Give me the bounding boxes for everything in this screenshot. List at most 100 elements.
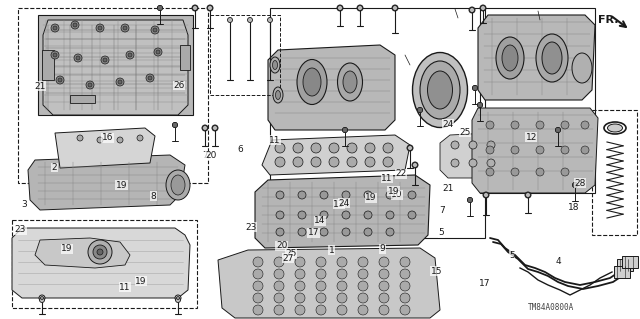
Text: 11: 11 xyxy=(119,283,131,292)
Circle shape xyxy=(358,257,368,267)
Polygon shape xyxy=(28,155,185,210)
Circle shape xyxy=(527,194,529,197)
Circle shape xyxy=(342,128,348,132)
Text: 22: 22 xyxy=(396,169,407,178)
Circle shape xyxy=(329,157,339,167)
Bar xyxy=(592,110,637,235)
Text: 24: 24 xyxy=(442,120,454,129)
Circle shape xyxy=(316,305,326,315)
Circle shape xyxy=(407,145,413,151)
Circle shape xyxy=(157,5,163,11)
Circle shape xyxy=(417,108,422,113)
Circle shape xyxy=(487,159,495,167)
Circle shape xyxy=(329,143,339,153)
Circle shape xyxy=(316,257,326,267)
Circle shape xyxy=(154,48,162,56)
Ellipse shape xyxy=(572,53,592,83)
Circle shape xyxy=(298,228,306,236)
Text: 17: 17 xyxy=(308,228,319,237)
Circle shape xyxy=(311,143,321,153)
Circle shape xyxy=(392,5,397,11)
Circle shape xyxy=(347,143,357,153)
Ellipse shape xyxy=(502,45,518,71)
Circle shape xyxy=(511,121,519,129)
Circle shape xyxy=(248,18,253,23)
Polygon shape xyxy=(268,45,395,130)
Polygon shape xyxy=(55,128,155,168)
Text: 11: 11 xyxy=(269,136,281,145)
Circle shape xyxy=(364,191,372,199)
Circle shape xyxy=(311,157,321,167)
Circle shape xyxy=(276,228,284,236)
Circle shape xyxy=(470,9,474,11)
Circle shape xyxy=(474,87,476,89)
Ellipse shape xyxy=(166,170,190,200)
Ellipse shape xyxy=(420,61,460,119)
Circle shape xyxy=(536,168,544,176)
Circle shape xyxy=(40,296,44,300)
Circle shape xyxy=(177,296,179,300)
Text: 19: 19 xyxy=(388,187,399,196)
Circle shape xyxy=(484,194,488,197)
Ellipse shape xyxy=(337,63,362,101)
Circle shape xyxy=(274,305,284,315)
Circle shape xyxy=(253,281,263,291)
Circle shape xyxy=(295,269,305,279)
Circle shape xyxy=(316,293,326,303)
Circle shape xyxy=(98,26,102,30)
Polygon shape xyxy=(43,20,188,115)
Text: 5: 5 xyxy=(439,228,444,237)
Circle shape xyxy=(561,168,569,176)
Circle shape xyxy=(173,122,177,128)
Circle shape xyxy=(557,129,559,131)
Circle shape xyxy=(40,298,45,302)
Circle shape xyxy=(483,192,488,197)
Circle shape xyxy=(379,269,389,279)
Text: 27: 27 xyxy=(282,254,294,263)
Circle shape xyxy=(337,293,347,303)
Text: 24: 24 xyxy=(339,199,350,208)
Circle shape xyxy=(71,21,79,29)
Circle shape xyxy=(511,146,519,154)
Text: 19: 19 xyxy=(365,193,377,202)
Text: 4: 4 xyxy=(556,257,561,266)
Bar xyxy=(210,15,280,95)
Bar xyxy=(70,95,95,103)
Circle shape xyxy=(128,53,132,57)
Circle shape xyxy=(481,5,486,11)
Text: 6: 6 xyxy=(237,145,243,154)
Circle shape xyxy=(525,192,531,198)
Circle shape xyxy=(253,257,263,267)
Ellipse shape xyxy=(171,175,185,195)
Circle shape xyxy=(76,56,80,60)
Bar xyxy=(480,8,595,193)
Circle shape xyxy=(275,157,285,167)
Circle shape xyxy=(320,211,328,219)
Circle shape xyxy=(419,109,421,111)
Circle shape xyxy=(400,281,410,291)
Circle shape xyxy=(561,146,569,154)
Circle shape xyxy=(268,18,273,23)
Circle shape xyxy=(417,108,422,113)
Circle shape xyxy=(227,18,232,23)
Circle shape xyxy=(581,121,589,129)
Circle shape xyxy=(148,76,152,80)
Polygon shape xyxy=(35,238,130,268)
Bar xyxy=(42,50,54,80)
Circle shape xyxy=(73,23,77,27)
Circle shape xyxy=(274,281,284,291)
Circle shape xyxy=(56,76,64,84)
Circle shape xyxy=(295,257,305,267)
Circle shape xyxy=(88,83,92,87)
Circle shape xyxy=(274,257,284,267)
Circle shape xyxy=(151,26,159,34)
Circle shape xyxy=(365,143,375,153)
Circle shape xyxy=(121,24,129,32)
Text: 16: 16 xyxy=(102,133,113,142)
Circle shape xyxy=(358,293,368,303)
Circle shape xyxy=(193,6,196,10)
Circle shape xyxy=(337,281,347,291)
Circle shape xyxy=(451,159,459,167)
Circle shape xyxy=(337,5,342,11)
Circle shape xyxy=(342,228,350,236)
